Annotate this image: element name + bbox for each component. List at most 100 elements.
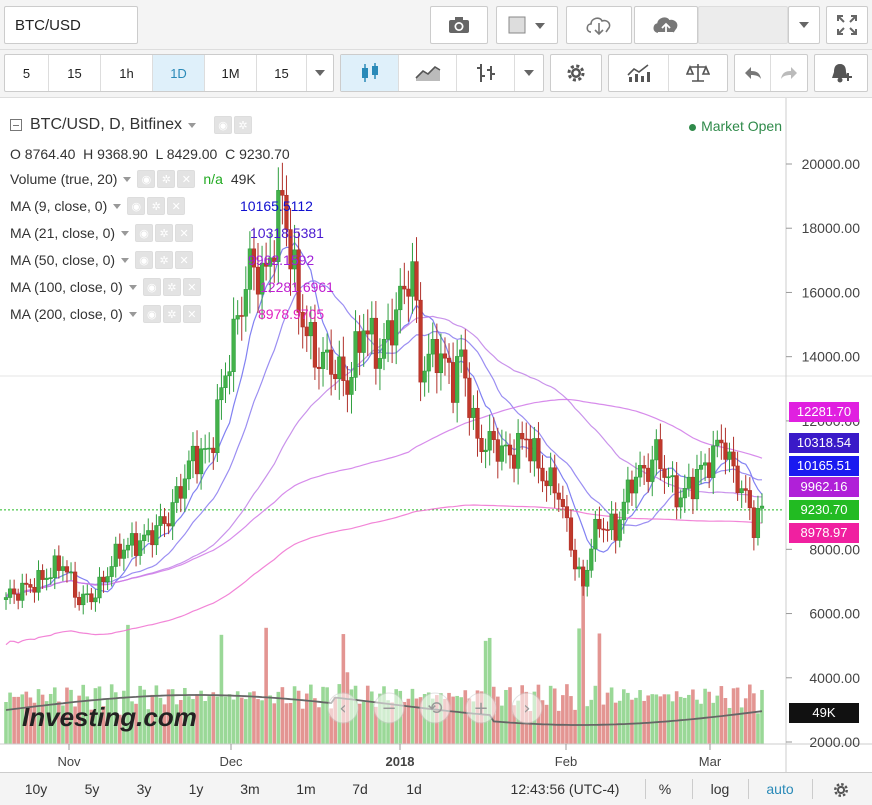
bars-icon[interactable]	[457, 55, 515, 91]
chevron-down-icon[interactable]	[188, 122, 197, 128]
volume-bar	[118, 714, 122, 744]
volume-bar	[654, 694, 659, 744]
gear-icon[interactable]	[551, 55, 601, 91]
collapse-icon[interactable]	[10, 119, 22, 131]
interval-1d[interactable]: 1D	[153, 55, 205, 91]
chart-area[interactable]: 20000.0018000.0016000.0014000.0012000.00…	[0, 98, 872, 772]
zoom-button[interactable]	[465, 692, 497, 724]
compare-scale-icon[interactable]	[669, 55, 727, 91]
eye-icon[interactable]: ◉	[127, 197, 146, 215]
add-alert-bell-icon[interactable]	[815, 55, 867, 91]
range-5y[interactable]: 5y	[84, 781, 100, 797]
candles-icon[interactable]	[341, 55, 399, 91]
auto-toggle[interactable]: auto	[766, 781, 794, 797]
range-1y[interactable]: 1y	[188, 781, 204, 797]
close-icon[interactable]: ✕	[182, 305, 201, 323]
candle-body	[601, 528, 606, 531]
range-1m[interactable]: 1m	[296, 781, 316, 797]
candle-body	[81, 593, 86, 606]
chevron-down-icon[interactable]	[121, 257, 130, 263]
interval-custom[interactable]: 15	[257, 55, 307, 91]
candle-body	[418, 299, 423, 383]
candle-body	[3, 597, 9, 600]
layout-select[interactable]	[698, 6, 788, 44]
candle-body	[694, 469, 700, 500]
range-1d[interactable]: 1d	[406, 781, 422, 797]
candle-body	[44, 577, 49, 580]
indicators-icon[interactable]	[609, 55, 669, 91]
interval-1h[interactable]: 1h	[101, 55, 153, 91]
eye-icon[interactable]: ◉	[142, 278, 161, 296]
volume-bar	[77, 695, 81, 744]
price-chart[interactable]: 20000.0018000.0016000.0014000.0012000.00…	[0, 98, 872, 772]
candle-body	[390, 320, 395, 346]
volume-bar	[622, 689, 626, 744]
percent-toggle[interactable]: %	[658, 781, 672, 797]
interval-15[interactable]: 15	[49, 55, 101, 91]
redo-icon[interactable]	[771, 55, 807, 91]
undo-icon[interactable]	[735, 55, 771, 91]
eye-icon[interactable]: ◉	[142, 305, 161, 323]
candle-body	[662, 468, 667, 478]
candle-body	[625, 479, 630, 503]
gear-icon[interactable]	[826, 773, 856, 805]
chevron-down-icon[interactable]	[128, 311, 137, 317]
range-7d[interactable]: 7d	[352, 781, 368, 797]
settings-icon[interactable]: ✲	[147, 197, 166, 215]
chevron-down-icon[interactable]	[128, 284, 137, 290]
volume-bar	[605, 692, 610, 744]
candle-body	[154, 525, 159, 546]
settings-icon[interactable]: ✲	[157, 170, 176, 188]
zoom-button[interactable]	[419, 692, 451, 724]
log-toggle[interactable]: log	[710, 781, 730, 797]
interval-1m[interactable]: 1M	[205, 55, 257, 91]
cloud-download-icon[interactable]	[566, 6, 632, 44]
eye-icon[interactable]: ◉	[137, 170, 156, 188]
chevron-down-icon[interactable]	[113, 203, 122, 209]
chevron-down-icon[interactable]	[788, 6, 820, 44]
candle-body	[678, 497, 683, 508]
volume-bar	[166, 689, 171, 744]
candle-body	[288, 229, 293, 270]
zoom-button[interactable]	[511, 692, 543, 724]
settings-icon[interactable]: ✲	[162, 305, 181, 323]
range-3y[interactable]: 3y	[136, 781, 152, 797]
candle-body	[609, 513, 614, 531]
close-icon[interactable]: ✕	[175, 224, 194, 242]
zoom-controls[interactable]: ‹ − ⟲ + ›	[327, 692, 543, 724]
candle-body	[166, 523, 171, 527]
fullscreen-icon[interactable]	[826, 6, 868, 44]
volume-bar	[65, 687, 69, 744]
symbol-input[interactable]: BTC/USD	[4, 6, 138, 44]
close-icon[interactable]: ✕	[177, 170, 196, 188]
settings-icon[interactable]: ✲	[155, 224, 174, 242]
eye-icon[interactable]: ◉	[135, 224, 154, 242]
close-icon[interactable]: ✕	[175, 251, 194, 269]
settings-icon[interactable]: ✲	[162, 278, 181, 296]
interval-dropdown[interactable]	[307, 55, 333, 91]
legend-title: BTC/USD, D, Bitfinex	[30, 116, 183, 133]
settings-icon[interactable]: ✲	[155, 251, 174, 269]
eye-icon[interactable]: ◉	[135, 251, 154, 269]
candle-body	[146, 530, 151, 536]
volume-bar	[756, 713, 760, 744]
chevron-down-icon[interactable]	[123, 176, 132, 182]
volume-bar	[459, 697, 464, 744]
zoom-button[interactable]	[373, 692, 405, 724]
range-3m[interactable]: 3m	[240, 781, 260, 797]
close-icon[interactable]: ✕	[167, 197, 186, 215]
interval-5[interactable]: 5	[5, 55, 49, 91]
area-chart-icon[interactable]	[399, 55, 457, 91]
range-10y[interactable]: 10y	[24, 781, 48, 797]
chart-color-picker[interactable]	[496, 6, 558, 44]
zoom-button[interactable]	[327, 692, 359, 724]
eye-icon[interactable]: ◉	[214, 116, 233, 134]
settings-icon[interactable]: ✲	[234, 116, 253, 134]
volume-bar	[361, 701, 366, 744]
camera-icon[interactable]	[430, 6, 488, 44]
chevron-down-icon[interactable]	[121, 230, 130, 236]
cloud-upload-icon[interactable]	[634, 6, 698, 44]
time-tick-label: Dec	[219, 754, 243, 769]
chart-type-dropdown[interactable]	[515, 55, 543, 91]
close-icon[interactable]: ✕	[182, 278, 201, 296]
